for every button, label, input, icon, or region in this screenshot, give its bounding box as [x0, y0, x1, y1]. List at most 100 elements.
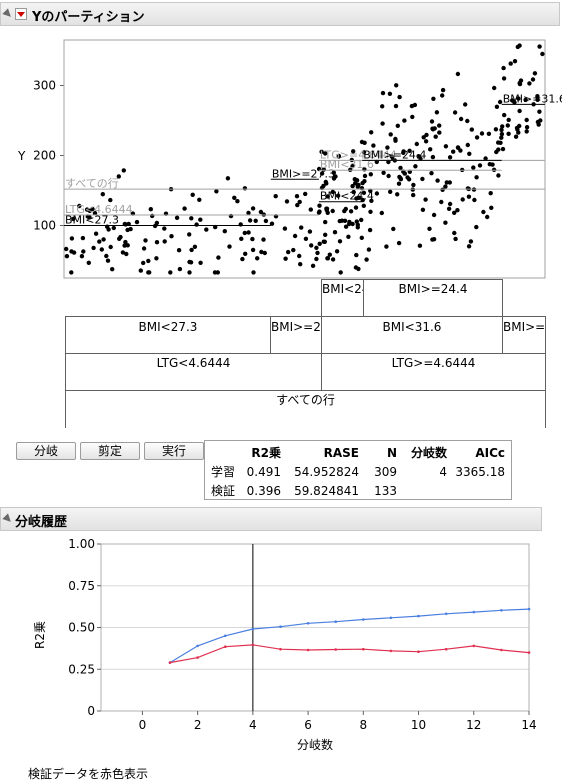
data-point — [325, 194, 330, 199]
stats-header: 分岐数 — [410, 446, 447, 460]
data-point — [182, 206, 187, 211]
x-tick-label: 6 — [304, 718, 312, 732]
data-point — [517, 81, 523, 87]
data-point — [189, 247, 194, 253]
data-point — [324, 181, 329, 186]
data-point — [380, 104, 385, 109]
data-point — [138, 268, 143, 273]
series-point — [306, 648, 310, 652]
tree-node-bmi-ge-31[interactable]: BMI>=31.6 — [502, 316, 546, 354]
disclosure-triangle-icon[interactable] — [2, 513, 14, 525]
data-point — [187, 270, 192, 275]
data-point — [204, 227, 209, 232]
data-point — [490, 162, 495, 167]
x-tick-label: 8 — [360, 718, 368, 732]
data-point — [513, 134, 519, 139]
stats-r2: 0.491 — [246, 464, 281, 479]
data-point — [505, 123, 510, 128]
series-point — [279, 647, 282, 651]
data-point — [532, 71, 538, 76]
data-point — [336, 154, 342, 159]
data-point — [395, 192, 400, 197]
series-point — [334, 620, 338, 623]
data-point — [297, 253, 302, 259]
data-point — [240, 256, 245, 262]
data-point — [524, 129, 529, 134]
tree-node-bmi-lt-24[interactable]: BMI<24.4 — [321, 279, 364, 317]
y-tick-label: 0.25 — [68, 662, 95, 676]
data-point — [250, 206, 256, 211]
data-point — [500, 146, 506, 152]
data-point — [396, 240, 402, 246]
data-point — [187, 232, 192, 237]
tree-node-bmi-lt-27[interactable]: BMI<27.3 — [65, 316, 271, 354]
data-point — [291, 247, 296, 253]
red-triangle-menu-icon[interactable] — [15, 8, 27, 20]
data-point — [141, 246, 147, 251]
tree-node-bmi-ge-27[interactable]: BMI>=27.3 — [270, 316, 322, 354]
tree-node-all-rows[interactable]: すべての行 — [65, 390, 546, 428]
prune-button[interactable]: 剪定 — [80, 442, 140, 460]
data-point — [92, 211, 98, 216]
data-point — [380, 121, 385, 126]
data-point — [162, 239, 167, 244]
series-point — [251, 627, 255, 631]
data-point — [80, 235, 86, 241]
split-history-outline-header[interactable]: 分岐履歴 — [0, 507, 542, 531]
data-point — [410, 114, 415, 120]
data-point — [197, 197, 202, 202]
data-point — [407, 169, 412, 174]
data-point — [369, 130, 374, 135]
data-point — [346, 234, 351, 239]
data-point — [190, 192, 195, 197]
data-point — [396, 181, 402, 186]
disclosure-triangle-icon[interactable] — [2, 8, 14, 20]
stats-r2: 0.396 — [246, 483, 281, 498]
data-point — [100, 192, 106, 197]
data-point — [431, 212, 437, 218]
data-point — [154, 256, 159, 261]
data-point — [353, 205, 359, 210]
data-point — [282, 226, 288, 231]
data-point — [500, 124, 505, 129]
data-point — [452, 230, 457, 236]
tree-node-ltg-ge[interactable]: LTG>=4.6444 — [321, 353, 546, 391]
data-point — [255, 256, 260, 261]
y-tick-label: 0.50 — [68, 621, 95, 635]
data-point — [250, 236, 255, 242]
data-point — [81, 249, 86, 254]
tree-node-ltg-lt[interactable]: LTG<4.6444 — [65, 353, 322, 391]
data-point — [294, 194, 300, 199]
data-point — [124, 251, 129, 257]
data-point — [143, 238, 148, 243]
data-point — [508, 61, 513, 66]
data-point — [537, 109, 542, 114]
data-point — [330, 208, 335, 214]
data-point — [499, 127, 504, 133]
go-button[interactable]: 実行 — [144, 442, 204, 460]
data-point — [334, 249, 340, 254]
series-point — [334, 648, 338, 651]
split-history-chart[interactable]: R2乗 0 0.25 0.50 0.75 1.00 0 2 4 6 8 10 12 14 分岐数 — [0, 536, 562, 760]
data-point — [434, 110, 440, 115]
data-point — [348, 209, 354, 214]
data-point — [364, 257, 369, 262]
data-point — [467, 151, 472, 156]
data-point — [342, 218, 348, 223]
stats-row-validation: 検証 0.396 59.824841 133 — [207, 481, 509, 500]
stats-n: 133 — [374, 483, 397, 498]
data-point — [351, 149, 356, 154]
data-point — [465, 118, 470, 124]
training-r2-series-line — [169, 608, 530, 664]
data-point — [381, 170, 386, 175]
split-button[interactable]: 分岐 — [16, 442, 76, 460]
tree-node-bmi-ge-24[interactable]: BMI>=24.4 — [363, 279, 503, 317]
data-point — [466, 194, 472, 199]
data-point — [427, 226, 432, 231]
data-point — [356, 195, 362, 200]
data-point — [463, 102, 468, 107]
data-point — [150, 213, 155, 219]
partition-outline-header[interactable]: Yのパーティション — [0, 2, 560, 26]
tree-node-bmi-lt-31[interactable]: BMI<31.6 — [321, 316, 503, 354]
